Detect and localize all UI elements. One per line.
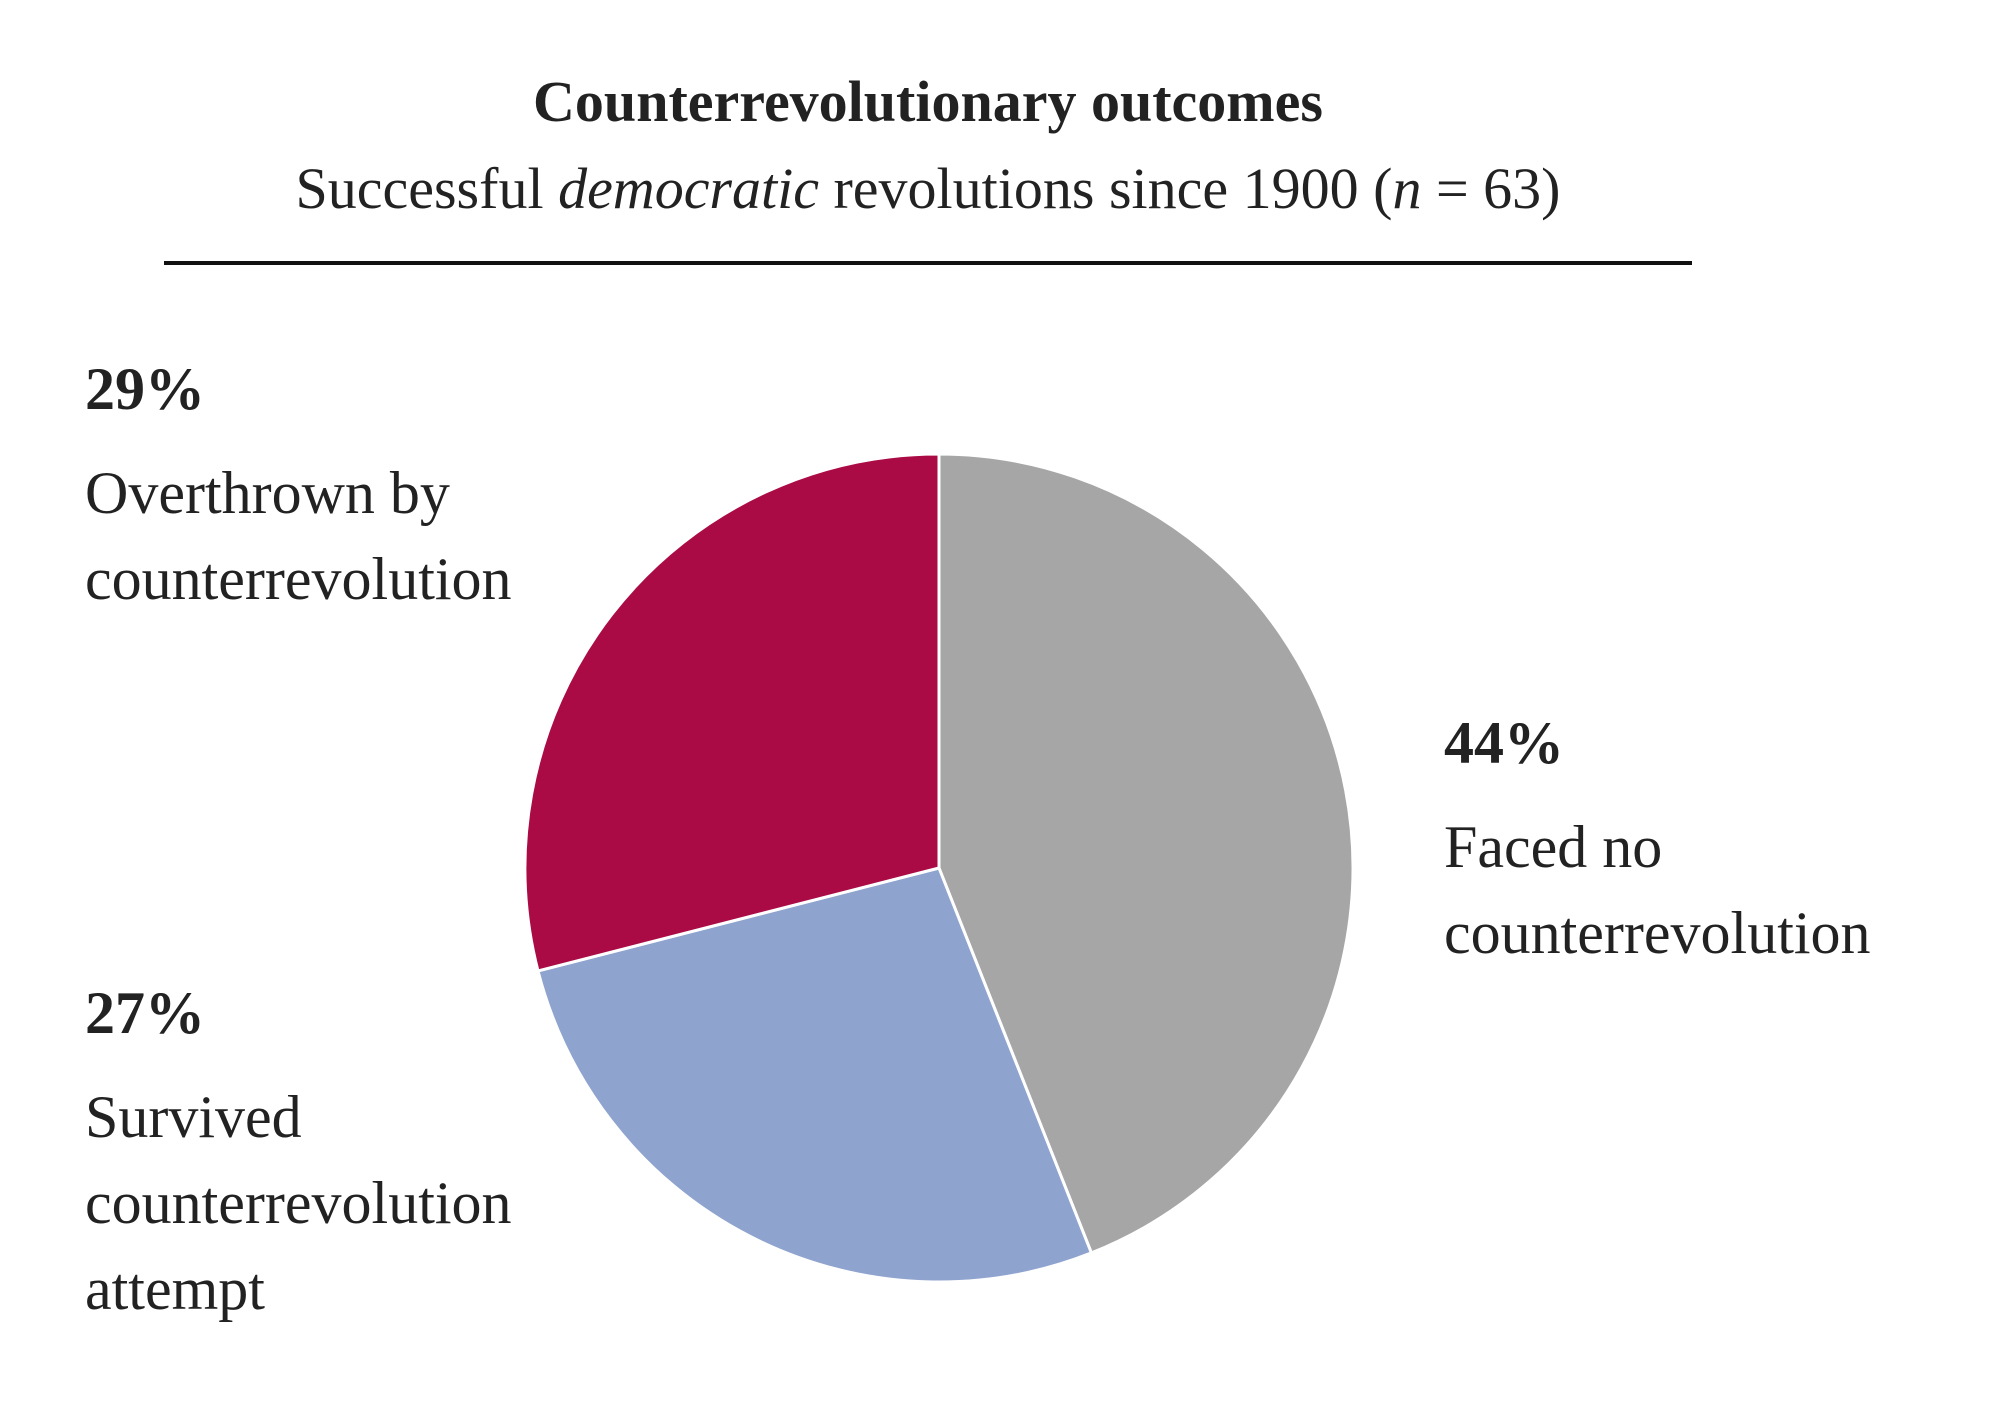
subtitle-text: democratic xyxy=(558,156,819,221)
subtitle-text: Successful xyxy=(295,156,544,221)
category-label: Overthrown by counterrevolution xyxy=(85,460,512,612)
subtitle-text: n xyxy=(1392,156,1422,221)
subtitle-text: revolutions since 1900 ( xyxy=(833,156,1393,221)
chart-title: Counterrevolutionary outcomes xyxy=(533,69,1323,134)
value-label: 29% xyxy=(85,356,205,422)
title-rule xyxy=(164,261,1692,265)
value-label: 44% xyxy=(1444,710,1564,776)
subtitle-text: = 63) xyxy=(1435,156,1561,221)
slice-label: 27% Survived counterrevolution attempt xyxy=(85,970,645,1332)
pie-slice xyxy=(536,866,1094,1284)
value-label: 27% xyxy=(85,980,205,1046)
slice-label: 29% Overthrown by counterrevolution xyxy=(85,346,645,622)
pie-slice xyxy=(523,452,941,973)
chart-subtitle: Successful democratic revolutions since … xyxy=(0,155,1856,222)
slice-label: 44% Faced no counterrevolution xyxy=(1444,700,1974,976)
category-label: Survived counterrevolution attempt xyxy=(85,1084,512,1322)
pie-slice xyxy=(937,452,1355,1255)
category-label: Faced no counterrevolution xyxy=(1444,814,1871,966)
